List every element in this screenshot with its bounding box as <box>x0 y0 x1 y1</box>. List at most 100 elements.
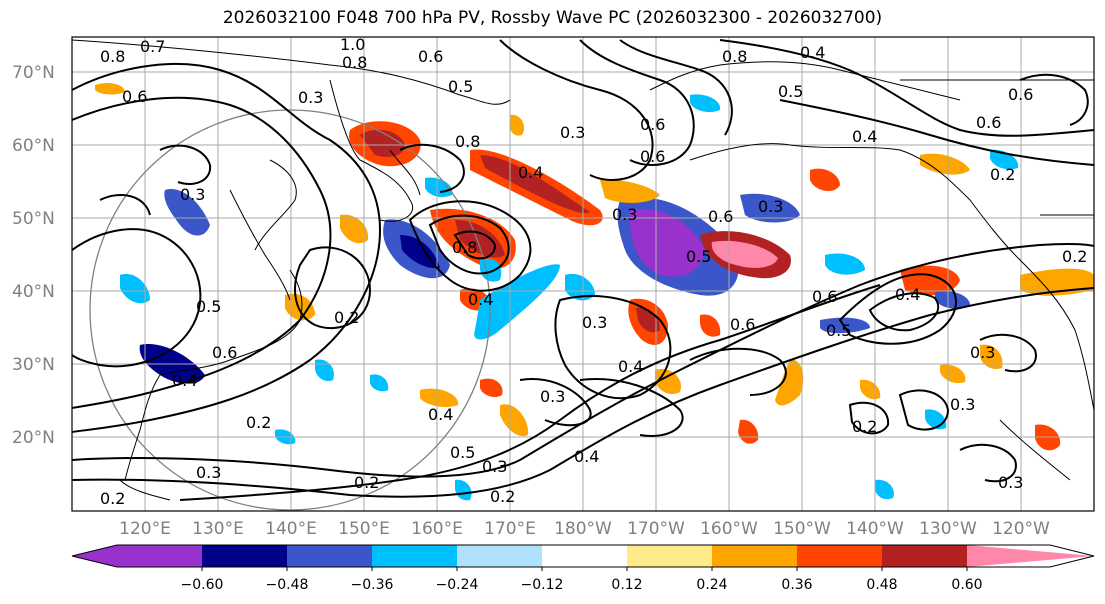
colorbar-label: 0.60 <box>951 577 982 593</box>
contour-label: 0.2 <box>490 487 515 506</box>
colorbar-ticks <box>201 567 968 571</box>
contour-label: 0.8 <box>100 47 125 66</box>
contour-label: 0.3 <box>758 197 783 216</box>
contour-label: 0.5 <box>196 297 221 316</box>
contour-label: 0.2 <box>334 308 359 327</box>
colorbar-segment <box>372 545 457 567</box>
contour-label: 0.6 <box>976 113 1001 132</box>
contour-label: 0.3 <box>970 343 995 362</box>
contour-label: 0.3 <box>196 463 221 482</box>
lat-label: 30°N <box>12 355 55 375</box>
pv-contours <box>72 39 1094 501</box>
contour-label: 1.0 <box>340 35 365 54</box>
colorbar-segment <box>287 545 372 567</box>
contour-label: 0.2 <box>354 473 379 492</box>
longitude-labels: 120°E 130°E 140°E 150°E 160°E 170°E 180°… <box>119 519 1050 539</box>
contour-label: 0.3 <box>180 185 205 204</box>
contour-label: 0.8 <box>342 53 367 72</box>
contour-label: 0.6 <box>640 147 665 166</box>
lon-label: 170°W <box>627 519 685 539</box>
lon-label: 120°W <box>992 519 1050 539</box>
contour-label: 0.5 <box>448 77 473 96</box>
colorbar-segment <box>712 545 797 567</box>
contour-label: 0.4 <box>518 163 543 182</box>
contour-label: 0.6 <box>212 343 237 362</box>
contour-label: 0.2 <box>990 165 1015 184</box>
latitude-labels: 70°N 60°N 50°N 40°N 30°N 20°N <box>12 63 55 448</box>
lon-label: 140°W <box>846 519 904 539</box>
lon-label: 160°W <box>700 519 758 539</box>
contour-label: 0.3 <box>582 313 607 332</box>
lat-label: 60°N <box>12 136 55 156</box>
contour-label: 0.4 <box>468 290 493 309</box>
colorbar-segment <box>202 545 287 567</box>
colorbar-segment <box>457 545 542 567</box>
contour-label: 0.3 <box>950 395 975 414</box>
contour-label: 0.2 <box>852 417 877 436</box>
contour-label: 0.2 <box>100 489 125 508</box>
contour-label: 0.5 <box>450 443 475 462</box>
colorbar-label: −0.36 <box>351 577 394 593</box>
map-plot-area: 0.8 0.7 0.6 1.0 0.8 0.6 0.5 0.3 0.8 0.4 … <box>72 35 1094 511</box>
colorbar-segment <box>882 545 967 567</box>
contour-label: 0.6 <box>1008 85 1033 104</box>
colorbar-label: 0.36 <box>781 577 812 593</box>
colorbar-segment <box>117 545 202 567</box>
contour-label: 0.4 <box>618 357 643 376</box>
lon-label: 120°E <box>119 519 171 539</box>
contour-label: 0.6 <box>708 207 733 226</box>
colorbar-segment <box>967 545 1094 567</box>
contour-labels: 0.8 0.7 0.6 1.0 0.8 0.6 0.5 0.3 0.8 0.4 … <box>100 35 1087 508</box>
graticule <box>72 37 1094 511</box>
contour-label: 0.8 <box>452 238 477 257</box>
contour-label: 0.8 <box>722 47 747 66</box>
pv-anomaly-shading <box>95 82 1094 501</box>
lat-label: 20°N <box>12 428 55 448</box>
colorbar: −0.60 −0.48 −0.36 −0.24 −0.12 0.12 0.24 … <box>71 544 1095 593</box>
colorbar-segment <box>627 545 712 567</box>
colorbar-label: 0.24 <box>696 577 727 593</box>
colorbar-label: −0.24 <box>436 577 479 593</box>
contour-label: 0.6 <box>122 87 147 106</box>
contour-label: 0.5 <box>778 82 803 101</box>
lon-label: 180°W <box>554 519 612 539</box>
contour-label: 0.4 <box>574 447 599 466</box>
contour-label: 0.3 <box>612 205 637 224</box>
contour-label: 0.4 <box>800 43 825 62</box>
colorbar-segment <box>797 545 882 567</box>
colorbar-labels: −0.60 −0.48 −0.36 −0.24 −0.12 0.12 0.24 … <box>181 577 983 593</box>
contour-label: 0.6 <box>640 115 665 134</box>
contour-label: 0.3 <box>540 387 565 406</box>
contour-label: 0.5 <box>686 247 711 266</box>
lon-label: 130°W <box>919 519 977 539</box>
contour-label: 0.2 <box>246 413 271 432</box>
contour-label: 0.4 <box>852 127 877 146</box>
contour-label: 0.6 <box>812 287 837 306</box>
lat-label: 70°N <box>12 63 55 83</box>
lon-label: 170°E <box>484 519 536 539</box>
lon-label: 150°E <box>338 519 390 539</box>
lat-label: 40°N <box>12 282 55 302</box>
lon-label: 130°E <box>192 519 244 539</box>
colorbar-label: 0.12 <box>611 577 642 593</box>
range-circle <box>89 109 491 511</box>
coastlines <box>72 39 1094 501</box>
contour-label: 0.4 <box>172 371 197 390</box>
contour-label: 0.3 <box>998 473 1023 492</box>
contour-label: 0.3 <box>560 123 585 142</box>
colorbar-segment <box>72 545 117 567</box>
lon-label: 160°E <box>411 519 463 539</box>
contour-label: 0.5 <box>826 321 851 340</box>
map-frame <box>71 36 1095 512</box>
lon-label: 140°E <box>265 519 317 539</box>
contour-label: 0.2 <box>1062 247 1087 266</box>
lon-label: 150°W <box>773 519 831 539</box>
contour-label: 0.7 <box>140 37 165 56</box>
contour-label: 0.6 <box>418 47 443 66</box>
lat-label: 50°N <box>12 209 55 229</box>
colorbar-label: −0.48 <box>266 577 309 593</box>
contour-label: 0.6 <box>730 315 755 334</box>
colorbar-segment <box>542 545 627 567</box>
contour-label: 0.3 <box>482 457 507 476</box>
